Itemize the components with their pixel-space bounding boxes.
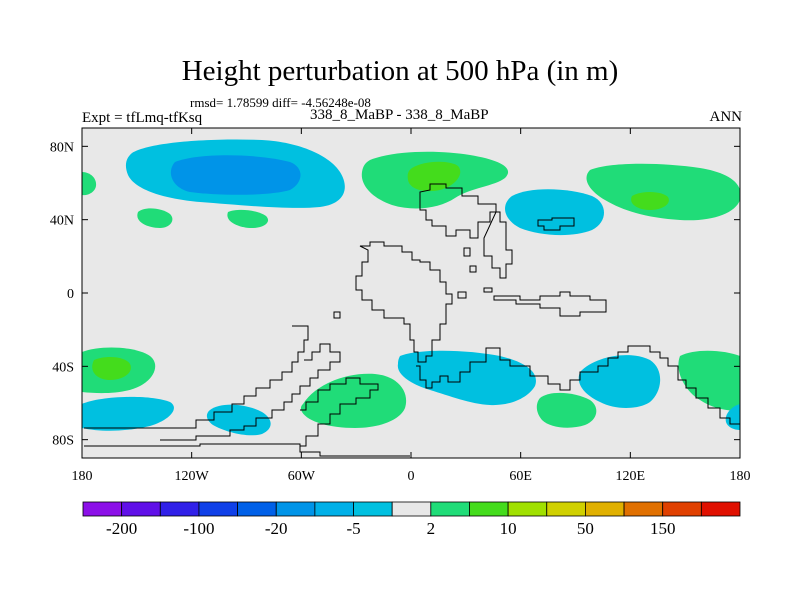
colorbar-label: 150 (650, 519, 676, 538)
contour-region (397, 350, 536, 406)
colorbar-swatch (507, 501, 548, 517)
colorbar-swatch (275, 501, 316, 517)
colorbar-label: 2 (427, 519, 436, 538)
lon-tick-label: 60W (288, 469, 316, 484)
colorbar-swatch (237, 501, 277, 517)
contour-region (137, 208, 173, 228)
coastline (416, 345, 740, 425)
colorbar-swatch (82, 501, 123, 517)
contour-region (678, 350, 740, 411)
season-label: ANN (709, 109, 743, 125)
colorbar-label: 10 (500, 519, 517, 538)
coastlines (84, 183, 740, 457)
colorbar-label: -200 (106, 519, 137, 538)
stats-text: rmsd= 1.78599 diff= -4.56248e-08 (190, 95, 371, 110)
lon-tick-label: 120W (175, 469, 210, 484)
coastline (355, 241, 453, 363)
contour-region (407, 161, 461, 192)
lat-tick-label: 80N (50, 140, 74, 155)
contour-region (170, 155, 301, 195)
coastline (300, 377, 379, 447)
colorbar-swatch (391, 501, 432, 517)
contour-region (300, 373, 407, 428)
coastline (84, 325, 309, 429)
lon-tick-label: 120E (616, 469, 646, 484)
lon-tick-label: 0 (408, 469, 415, 484)
coastline (84, 443, 410, 457)
longitude-axis: 180 120W 60W 0 60E 120E 180 (72, 128, 751, 484)
colorbar: -200 -100 -20 -5 2 10 50 150 (82, 501, 741, 538)
contour-region (505, 189, 604, 236)
contour-region (92, 356, 131, 380)
coastline (419, 183, 497, 239)
colorbar-swatch (159, 501, 200, 517)
coastline (457, 291, 467, 299)
lat-tick-label: 40N (50, 214, 74, 229)
colorbar-swatch (585, 501, 625, 517)
lon-tick-label: 180 (72, 469, 93, 484)
colorbar-label: -100 (183, 519, 214, 538)
coastline (160, 343, 341, 441)
colorbar-label: -5 (346, 519, 360, 538)
lon-tick-label: 60E (509, 469, 532, 484)
coastline (483, 287, 493, 293)
contour-region (586, 163, 740, 221)
colorbar-label: -20 (265, 519, 288, 538)
colorbar-swatch (121, 501, 161, 517)
lat-tick-label: 40S (52, 360, 74, 375)
colorbar-swatch (700, 501, 741, 517)
subtitle: 338_8_MaBP - 338_8_MaBP (310, 107, 489, 123)
colorbar-swatch (353, 501, 393, 517)
colorbar-swatch (198, 501, 238, 517)
colorbar-swatch (546, 501, 586, 517)
lon-tick-label: 180 (730, 469, 751, 484)
colorbar-swatch (314, 501, 354, 517)
lat-tick-label: 0 (67, 287, 74, 302)
map-title: Height perturbation at 500 hPa (in m) (181, 55, 619, 87)
coastline (537, 217, 575, 231)
coastline (493, 291, 607, 317)
coastline (469, 265, 477, 273)
lat-tick-label: 80S (52, 434, 74, 449)
colorbar-label: 50 (577, 519, 594, 538)
latitude-axis: 80N 40N 0 40S 80S (50, 140, 740, 449)
contour-region (578, 355, 661, 408)
colorbar-swatch (662, 501, 702, 517)
contour-region (631, 191, 669, 210)
contour-fills (82, 139, 740, 436)
colorbar-swatch (623, 501, 664, 517)
contour-region (227, 209, 269, 228)
contour-region (82, 172, 97, 196)
colorbar-swatch (430, 501, 470, 517)
experiment-label: Expt = tfLmq-tfKsq (82, 110, 203, 126)
contour-region (82, 396, 174, 431)
coastline (483, 211, 513, 279)
coastline (333, 311, 341, 319)
colorbar-swatch (469, 501, 509, 517)
contour-region (536, 392, 597, 428)
coastline (463, 247, 471, 257)
